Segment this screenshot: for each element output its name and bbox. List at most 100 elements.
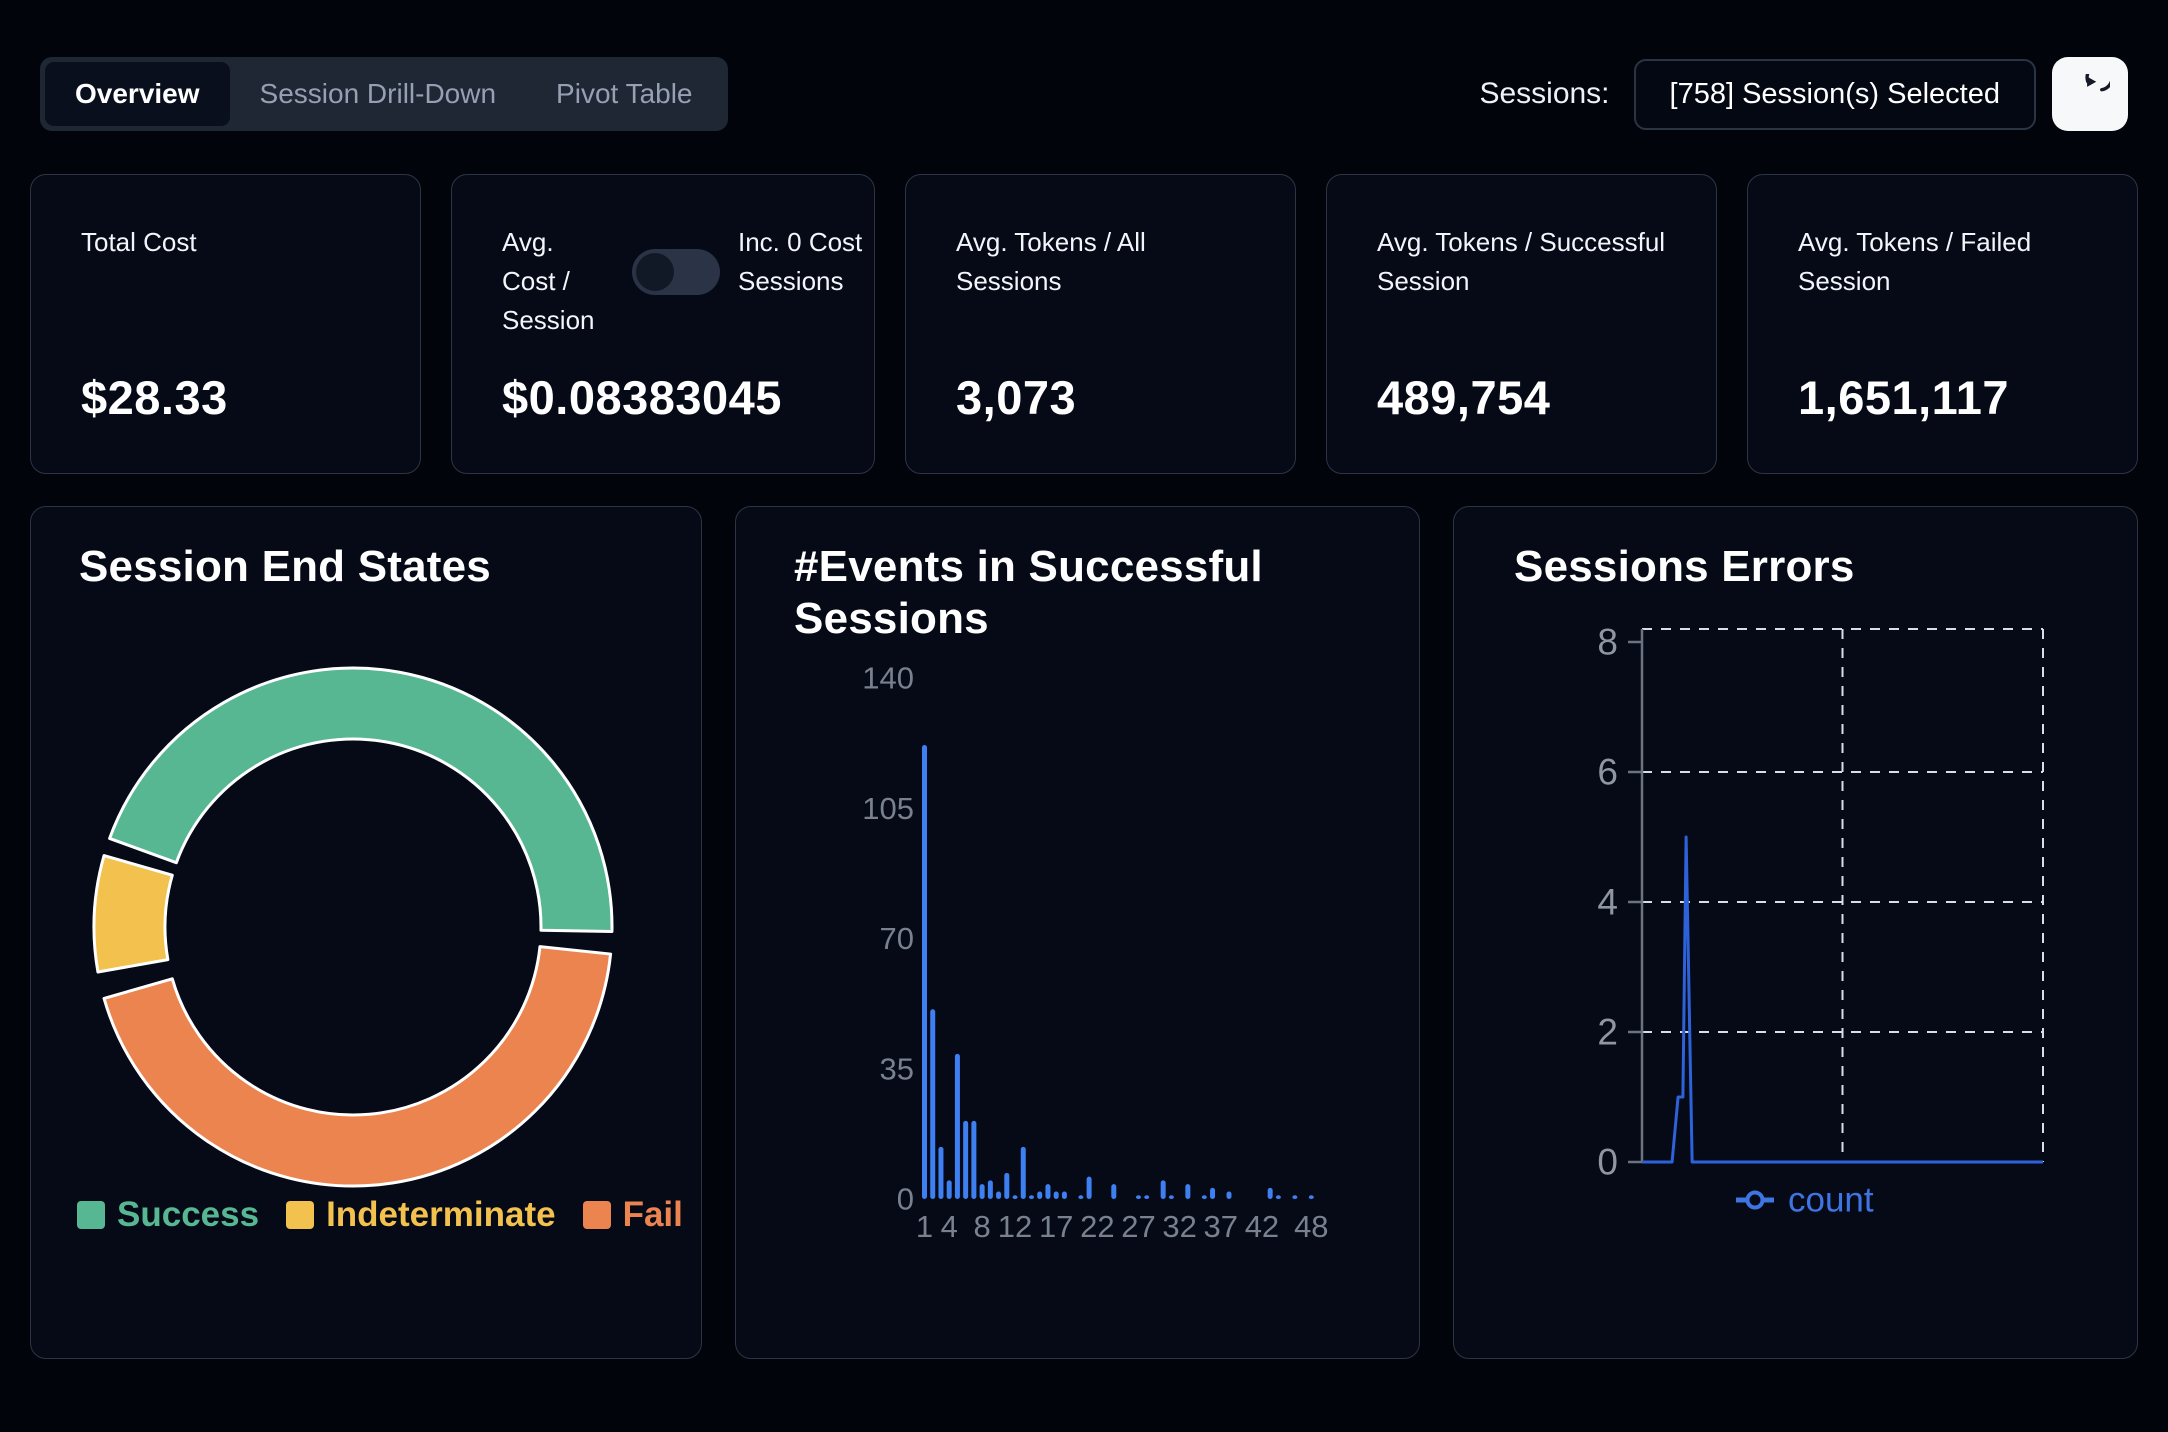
hist-xtick-8: 8 [974, 1209, 991, 1244]
stat-value: 489,754 [1377, 371, 1551, 424]
errors-ytick-2: 2 [1597, 1012, 1618, 1053]
stat-card-avg-cost-session: Avg. Cost / Session Inc. 0 Cost Sessions… [451, 174, 875, 474]
refresh-button[interactable] [2052, 57, 2128, 131]
hist-xtick-1: 1 [916, 1209, 933, 1244]
sessions-label: Sessions: [1479, 77, 1610, 110]
hist-bar [1160, 1180, 1166, 1199]
hist-bar [1004, 1172, 1010, 1199]
hist-xtick-4: 4 [941, 1209, 958, 1244]
donut-legend: Success Indeterminate Fail [77, 1195, 683, 1235]
charts-row: Session End States Success Indeterminate F… [30, 506, 2139, 1359]
hist-bar [1012, 1195, 1018, 1199]
legend-label: Fail [622, 1195, 683, 1234]
tab-overview[interactable]: Overview [45, 62, 230, 126]
errors-ytick-0: 0 [1597, 1142, 1618, 1183]
legend-item-fail: Fail [582, 1195, 683, 1235]
hist-bar [1292, 1195, 1298, 1199]
hist-ytick-140: 140 [862, 661, 914, 696]
hist-bar [1045, 1184, 1051, 1199]
hist-bar [1061, 1191, 1067, 1199]
stat-label: Avg. Tokens / Successful Session [1377, 227, 1666, 296]
hist-bar [1210, 1187, 1216, 1199]
hist-xtick-17: 17 [1039, 1209, 1073, 1244]
hist-bar [1135, 1195, 1141, 1199]
hist-bar [1201, 1195, 1207, 1199]
hist-ytick-105: 105 [862, 791, 914, 826]
hist-bar [1168, 1195, 1174, 1199]
errors-ytick-8: 8 [1597, 622, 1618, 663]
stat-value: 1,651,117 [1798, 371, 2009, 424]
sessions-selector[interactable]: [758] Session(s) Selected [1633, 58, 2036, 130]
legend-label: Success [117, 1195, 260, 1234]
hist-bar [1308, 1195, 1314, 1199]
chart-card-session-end-states: Session End States Success Indeterminate F… [30, 506, 703, 1359]
hist-bar [979, 1184, 985, 1199]
count-line [1642, 835, 2044, 1164]
hist-ytick-35: 35 [880, 1051, 914, 1086]
chart-card-events-histogram: #Events in Successful Sessions 0 35 70 105 1… [735, 506, 1421, 1359]
hist-bar [971, 1120, 977, 1199]
legend-swatch [286, 1201, 315, 1229]
errors-chart-title: Sessions Errors [1514, 542, 1855, 591]
hist-bar [954, 1053, 960, 1199]
legend-count-label[interactable]: count [1788, 1181, 1874, 1220]
stat-value: 3,073 [956, 371, 1077, 424]
hist-bar [922, 744, 928, 1199]
toggle-knob [636, 253, 674, 291]
hist-bar [1275, 1195, 1281, 1199]
hist-bar [938, 1146, 944, 1199]
hist-bar [1111, 1184, 1117, 1199]
stat-label: Avg. Tokens / Failed Session [1798, 227, 2032, 296]
hist-bar [987, 1180, 993, 1199]
errors-ytick-6: 6 [1597, 752, 1618, 793]
hist-ytick-70: 70 [880, 921, 914, 956]
donut-segment-indeterminate [92, 854, 174, 974]
legend-swatch [77, 1201, 105, 1229]
hist-bar [963, 1120, 969, 1199]
hist-bar [1029, 1195, 1035, 1199]
hist-bar [1020, 1146, 1026, 1199]
donut-segment-success [108, 666, 614, 934]
donut-chart-title: Session End States [79, 542, 491, 591]
hist-bar [1226, 1191, 1232, 1199]
histogram-title: #Events in Successful Sessions [794, 542, 1263, 643]
stat-value: $0.08383045 [502, 371, 782, 424]
zero-cost-toggle[interactable] [632, 249, 720, 295]
legend-swatch [582, 1201, 611, 1229]
hist-bar [1185, 1184, 1191, 1199]
hist-bar [946, 1180, 952, 1199]
hist-bar [1144, 1195, 1150, 1199]
stat-label: Avg. Tokens / All Sessions [956, 227, 1146, 296]
stat-card-avg-tokens-all: Avg. Tokens / All Sessions 3,073 [905, 174, 1296, 474]
tab-pivot-table[interactable]: Pivot Table [556, 78, 693, 109]
stat-value: $28.33 [81, 371, 228, 424]
hist-ytick-0: 0 [897, 1182, 914, 1217]
sessions-group: Sessions: [758] Session(s) Selected [1479, 57, 2128, 131]
refresh-icon [2070, 74, 2110, 114]
hist-bar [996, 1191, 1002, 1199]
legend-circle-marker [1745, 1190, 1765, 1210]
tab-session-drill-down[interactable]: Session Drill-Down [259, 78, 497, 109]
errors-ytick-4: 4 [1597, 882, 1618, 923]
sessions-errors-chart: 0 2 4 6 8 count [1597, 622, 2045, 1220]
hist-xtick-42: 42 [1245, 1209, 1279, 1244]
hist-xtick-48: 48 [1294, 1209, 1328, 1244]
legend-item-success: Success [77, 1195, 259, 1235]
stat-label: Total Cost [81, 227, 197, 257]
legend-label: Indeterminate [326, 1195, 556, 1234]
hist-xtick-32: 32 [1162, 1209, 1196, 1244]
hist-bar [930, 1009, 936, 1199]
stat-card-total-cost: Total Cost $28.33 [30, 174, 421, 474]
hist-xtick-27: 27 [1121, 1209, 1155, 1244]
legend-item-indeterminate: Indeterminate [286, 1195, 556, 1235]
stat-card-avg-tokens-failed: Avg. Tokens / Failed Session 1,651,117 [1747, 174, 2138, 474]
toggle-label: Inc. 0 Cost Sessions [738, 227, 863, 296]
stat-cards-row: Total Cost $28.33 Avg. Cost / Session In… [30, 174, 2138, 474]
chart-card-sessions-errors: Sessions Errors 0 2 4 6 8 count [1453, 506, 2139, 1359]
hist-xtick-22: 22 [1080, 1209, 1114, 1244]
hist-bar [1267, 1187, 1273, 1199]
hist-bar [1078, 1195, 1084, 1199]
stat-card-avg-tokens-successful: Avg. Tokens / Successful Session 489,754 [1326, 174, 1717, 474]
hist-xtick-37: 37 [1204, 1209, 1238, 1244]
